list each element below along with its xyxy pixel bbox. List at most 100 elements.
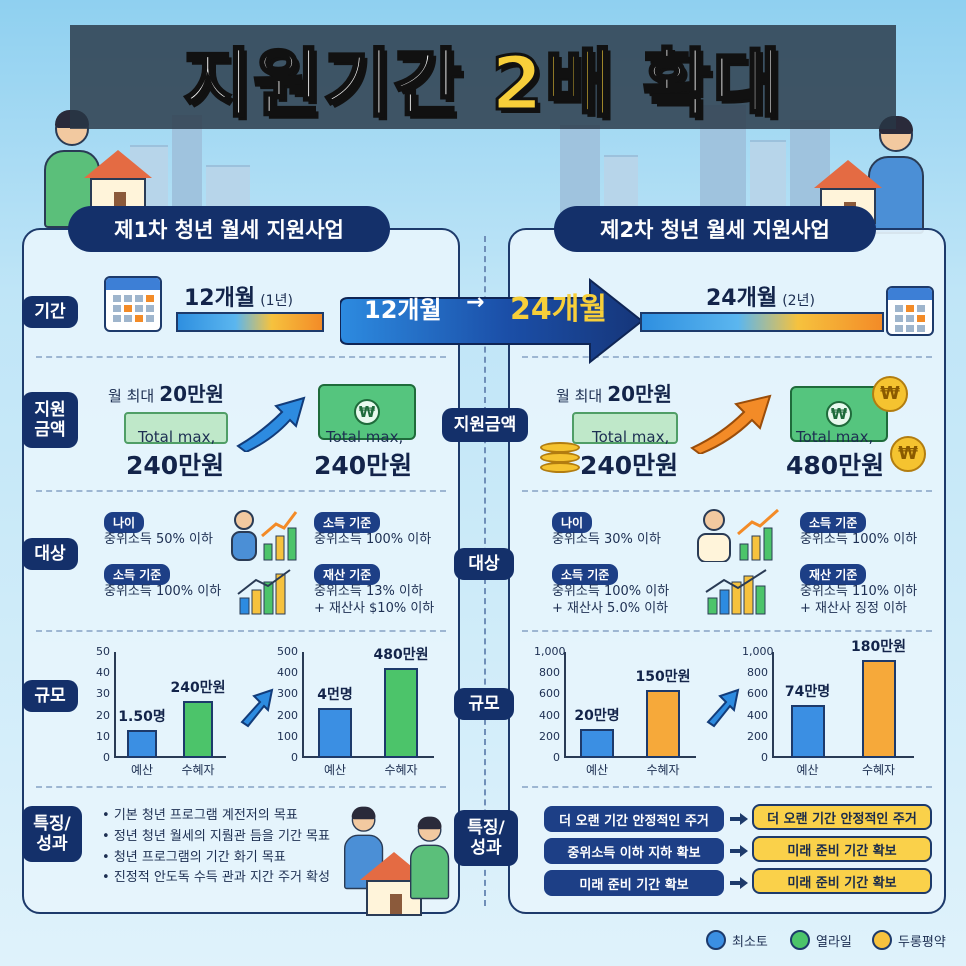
feature-from: 더 오랜 기간 안정적인 주거 [544, 806, 724, 832]
right-period-main: 24개월 [706, 286, 778, 311]
y-tick-label: 400 [277, 666, 298, 680]
person-chart-icon [231, 510, 298, 561]
target-tag: 소득 기준 [314, 512, 381, 533]
growth-arrow [690, 394, 772, 454]
y-tick-label: 50 [96, 645, 110, 658]
right-total1-label: Total max, [592, 428, 670, 446]
feature-item: • 진정적 안도독 수득 관과 지간 주거 확성 [102, 870, 330, 886]
feature-item: • 정년 청년 월세의 지뤔관 듬을 기간 목표 [102, 828, 330, 844]
house-illustration [84, 150, 152, 214]
divider [36, 490, 446, 492]
x-tick-label: 수혜자 [181, 763, 215, 777]
y-tick-label: 200 [539, 729, 560, 743]
chart-axis [114, 652, 226, 758]
card-icon [706, 930, 726, 950]
target-criterion: 중위소득 13% 이하 + 재산사 $10% 이하 [314, 584, 435, 616]
scale-chart-left-2: 0 100 200 300 400 500 예산 4먼명 수혜자 480만원 [272, 644, 442, 780]
target-criterion: 중위소득 100% 이하 [314, 532, 432, 547]
right-monthly-prefix: 월 최대 [556, 387, 603, 405]
y-tick-label: 300 [277, 687, 298, 701]
row-label-target: 대상 [22, 538, 78, 570]
scale-chart-left-1: 0 10 20 30 40 50 예산 1.50명 수혜자 240만원 [84, 644, 234, 780]
y-tick-label: 0 [553, 751, 560, 764]
y-tick-label: 200 [747, 729, 768, 743]
target-tag: 재산 기준 [314, 564, 381, 585]
row-label-features-center: 특징/ 성과 [454, 810, 518, 866]
chart-bar [861, 660, 896, 758]
bar-value-label: 480만원 [373, 646, 429, 663]
title-part2: 확대 [641, 39, 783, 128]
y-tick-label: 400 [747, 708, 768, 722]
period-big-arrow [340, 278, 644, 364]
target-tag: 소득 기준 [104, 564, 171, 585]
left-monthly-value: 20만원 [159, 382, 224, 406]
left-period-text: 12개월 (1년) [184, 280, 293, 312]
bar-value-label: 4먼명 [317, 687, 353, 704]
target-criterion: 중위소득 100% 이하 + 재산사 5.0% 이하 [552, 584, 670, 616]
left-total1-value: 240만원 [126, 451, 225, 480]
y-tick-label: 0 [103, 751, 110, 764]
x-tick-label: 예산 [585, 763, 609, 777]
chart-icon [872, 930, 892, 950]
chart-bar [126, 730, 158, 758]
chart-bar [182, 700, 214, 758]
coin-stack-icon [540, 442, 580, 453]
chart-bar [318, 708, 352, 758]
row-label-scale-center: 규모 [454, 688, 514, 720]
bar-value-label: 1.50명 [118, 709, 166, 726]
left-monthly-prefix: 월 최대 [108, 387, 155, 405]
scale-chart-right-2: 0 200 400 600 800 1,000 예산 74만명 수혜자 180만원 [742, 639, 922, 780]
x-tick-label: 수혜자 [646, 763, 680, 777]
money-bill-icon: ₩ [318, 384, 416, 440]
left-monthly: 월 최대 20만원 [108, 378, 224, 407]
x-tick-label: 예산 [796, 763, 819, 777]
divider [522, 490, 932, 492]
title-accent: 2배 [490, 39, 615, 128]
y-tick-label: 40 [96, 666, 110, 680]
chart-axis [772, 652, 914, 758]
bill-stack-small [124, 412, 228, 444]
person-chart-icon [697, 508, 779, 562]
woman-illustration [410, 816, 450, 902]
target-criterion: 중위소득 30% 이하 [552, 532, 661, 547]
left-total2-value: 240만원 [314, 451, 413, 480]
page-title: 지원기간 2배 확대 [182, 24, 783, 131]
won-coin-icon: ₩ [872, 376, 908, 412]
target-criterion: 중위소득 100% 이하 [104, 584, 222, 599]
feature-item: • 기본 청년 프로그램 계전저의 목표 [102, 808, 298, 823]
legend-item: 열라일 [790, 930, 852, 950]
target-tag: 나이 [552, 512, 593, 533]
left-panel-title: 제1차 청년 월세 지원사업 [68, 206, 390, 252]
y-tick-label: 0 [291, 751, 298, 764]
person-icon [790, 930, 810, 950]
row-label-features: 특징/ 성과 [22, 806, 82, 862]
right-monthly: 월 최대 20만원 [556, 378, 672, 407]
title-banner: 지원기간 2배 확대 [70, 25, 896, 129]
calendar-icon [104, 276, 162, 332]
y-tick-label: 100 [277, 729, 298, 743]
chart-link-arrow [706, 688, 740, 728]
arrow-from-text: 12개월 [364, 296, 442, 324]
y-tick-label: 20 [96, 708, 110, 722]
bar-value-label: 240만원 [170, 679, 226, 696]
y-tick-label: 500 [277, 645, 298, 658]
y-tick-label: 600 [747, 687, 768, 701]
x-tick-label: 예산 [130, 763, 154, 777]
target-tag: 소득 기준 [800, 512, 867, 533]
row-label-period: 기간 [22, 296, 78, 328]
x-tick-label: 수혜자 [384, 763, 418, 777]
row-label-scale: 규모 [22, 680, 78, 712]
y-tick-label: 1,000 [534, 645, 566, 658]
coin-stack-icon [540, 462, 580, 473]
left-total2-label: Total max, [326, 428, 404, 446]
divider [522, 786, 932, 788]
y-tick-label: 10 [96, 729, 110, 743]
target-criterion: 중위소득 50% 이하 [104, 532, 213, 547]
row-label-target-center: 대상 [454, 548, 514, 580]
title-part1: 지원기간 [182, 39, 464, 128]
row-label-amount: 지원 금액 [22, 392, 78, 448]
right-monthly-value: 20만원 [607, 382, 672, 406]
chart-bar [646, 690, 680, 758]
y-tick-label: 600 [539, 687, 560, 701]
bar-value-label: 74만명 [784, 684, 831, 700]
